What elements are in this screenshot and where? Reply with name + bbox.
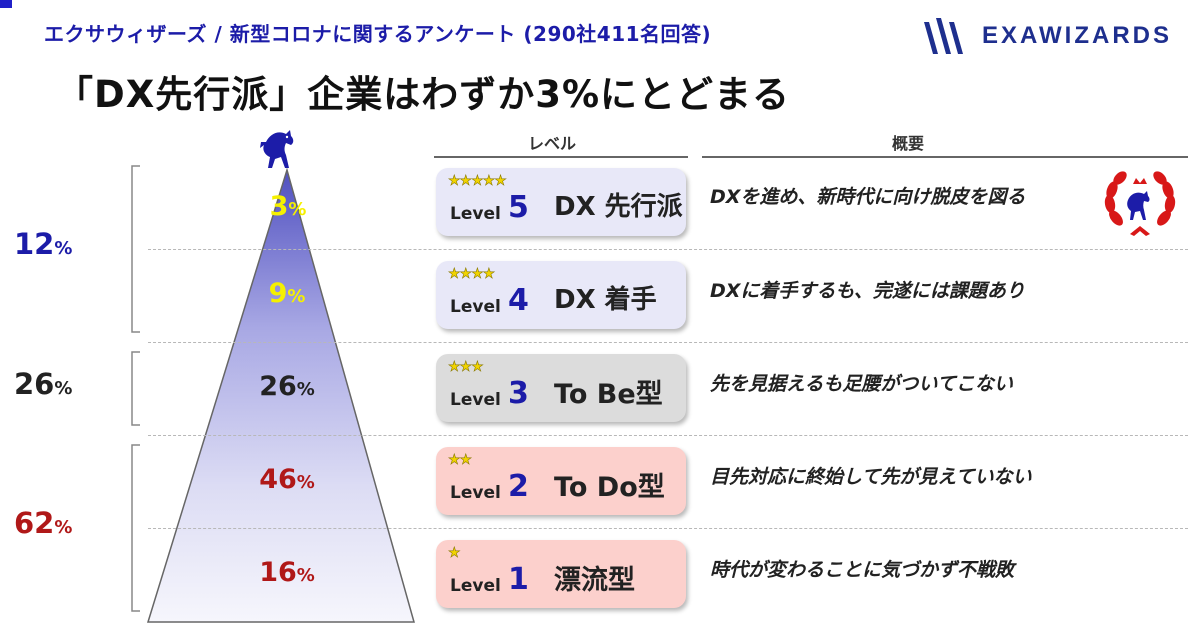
tier-value-number: 46 bbox=[259, 463, 297, 495]
tier-value-level-3: 26% bbox=[259, 371, 315, 402]
exawizards-logo-icon bbox=[924, 18, 963, 54]
tier-value-unit: % bbox=[296, 564, 315, 586]
level-label: Level bbox=[450, 482, 501, 503]
group-value-unit: % bbox=[54, 517, 73, 538]
tier-value-number: 26 bbox=[259, 370, 297, 402]
level-box-4: ★★★★ Level 4 DX 着手 bbox=[436, 260, 686, 329]
level-box-3: ★★★ Level 3 To Be型 bbox=[436, 353, 686, 422]
column-underline-summary bbox=[702, 156, 1188, 158]
level-summary-1: 時代が変わることに気づかず不戦敗 bbox=[710, 558, 1015, 581]
tier-value-level-5: 3% bbox=[270, 191, 307, 222]
star-rating-icon: ★★★★ bbox=[448, 265, 496, 282]
star-rating-icon: ★★★ bbox=[448, 358, 484, 375]
tier-divider bbox=[148, 249, 1188, 250]
page-title: 「DX先行派」企業はわずか3%にとどまる bbox=[56, 73, 791, 116]
group-value-number: 12 bbox=[14, 227, 55, 261]
level-name: To Be型 bbox=[554, 378, 663, 410]
tier-divider bbox=[148, 342, 1188, 343]
level-name: To Do型 bbox=[554, 471, 665, 503]
exawizards-logo[interactable]: EXAWIZARDS bbox=[922, 14, 1172, 58]
tier-value-unit: % bbox=[296, 378, 315, 400]
star-rating-icon: ★★★★★ bbox=[448, 172, 507, 189]
tier-value-level-2: 46% bbox=[259, 464, 315, 495]
group-value-1: 26% bbox=[14, 367, 72, 401]
level-label: Level bbox=[450, 203, 501, 224]
tier-value-unit: % bbox=[287, 285, 306, 307]
level-number: 4 bbox=[508, 282, 529, 318]
horse-icon bbox=[260, 130, 294, 168]
level-label: Level bbox=[450, 575, 501, 596]
tier-value-number: 3 bbox=[269, 190, 289, 222]
group-value-unit: % bbox=[54, 238, 73, 259]
tier-divider bbox=[148, 435, 1188, 436]
level-label: Level bbox=[450, 389, 501, 410]
level-summary-4: DXに着手するも、完遂には課題あり bbox=[710, 279, 1025, 302]
tier-value-unit: % bbox=[296, 471, 315, 493]
tier-value-number: 9 bbox=[268, 277, 288, 309]
level-label: Level bbox=[450, 296, 501, 317]
tier-value-unit: % bbox=[288, 198, 307, 220]
tier-value-level-4: 9% bbox=[269, 278, 306, 309]
level-number: 2 bbox=[508, 468, 529, 504]
level-number: 5 bbox=[508, 189, 529, 225]
column-header-level: レベル bbox=[528, 134, 577, 153]
tier-divider bbox=[148, 528, 1188, 529]
group-bracket bbox=[131, 444, 140, 612]
level-box-1: ★ Level 1 漂流型 bbox=[436, 539, 686, 608]
level-box-2: ★★ Level 2 To Do型 bbox=[436, 446, 686, 515]
corner-accent bbox=[0, 0, 12, 8]
group-value-unit: % bbox=[54, 377, 73, 399]
group-value-2: 62% bbox=[14, 506, 72, 540]
level-name: 漂流型 bbox=[554, 564, 635, 596]
column-underline-level bbox=[434, 156, 688, 158]
level-box-5: ★★★★★ Level 5 DX 先行派 bbox=[436, 167, 686, 236]
level-summary-3: 先を見据えるも足腰がついてこない bbox=[710, 372, 1013, 395]
pyramid-shape bbox=[146, 167, 415, 623]
level-summary-5: DXを進め、新時代に向け脱皮を図る bbox=[710, 185, 1026, 208]
group-bracket bbox=[131, 351, 140, 426]
level-number: 3 bbox=[508, 375, 529, 411]
star-rating-icon: ★★ bbox=[448, 451, 473, 468]
column-header-summary: 概要 bbox=[892, 134, 925, 153]
survey-subtitle: エクサウィザーズ / 新型コロナに関するアンケート (290社411名回答) bbox=[44, 22, 712, 46]
tier-value-number: 16 bbox=[259, 556, 297, 588]
group-value-0: 12% bbox=[14, 227, 72, 261]
level-name: DX 着手 bbox=[554, 284, 657, 315]
tier-value-level-1: 16% bbox=[259, 557, 315, 588]
group-brackets bbox=[131, 165, 140, 612]
laurel-wreath-horse-icon bbox=[1104, 171, 1176, 236]
level-number: 1 bbox=[508, 561, 529, 597]
level-name: DX 先行派 bbox=[554, 191, 683, 222]
group-bracket bbox=[131, 165, 140, 333]
star-rating-icon: ★ bbox=[448, 544, 461, 561]
logo-wordmark: EXAWIZARDS bbox=[982, 22, 1173, 49]
group-value-number: 26 bbox=[14, 366, 55, 401]
level-summary-2: 目先対応に終始して先が見えていない bbox=[710, 465, 1032, 488]
group-value-number: 62 bbox=[14, 506, 55, 540]
